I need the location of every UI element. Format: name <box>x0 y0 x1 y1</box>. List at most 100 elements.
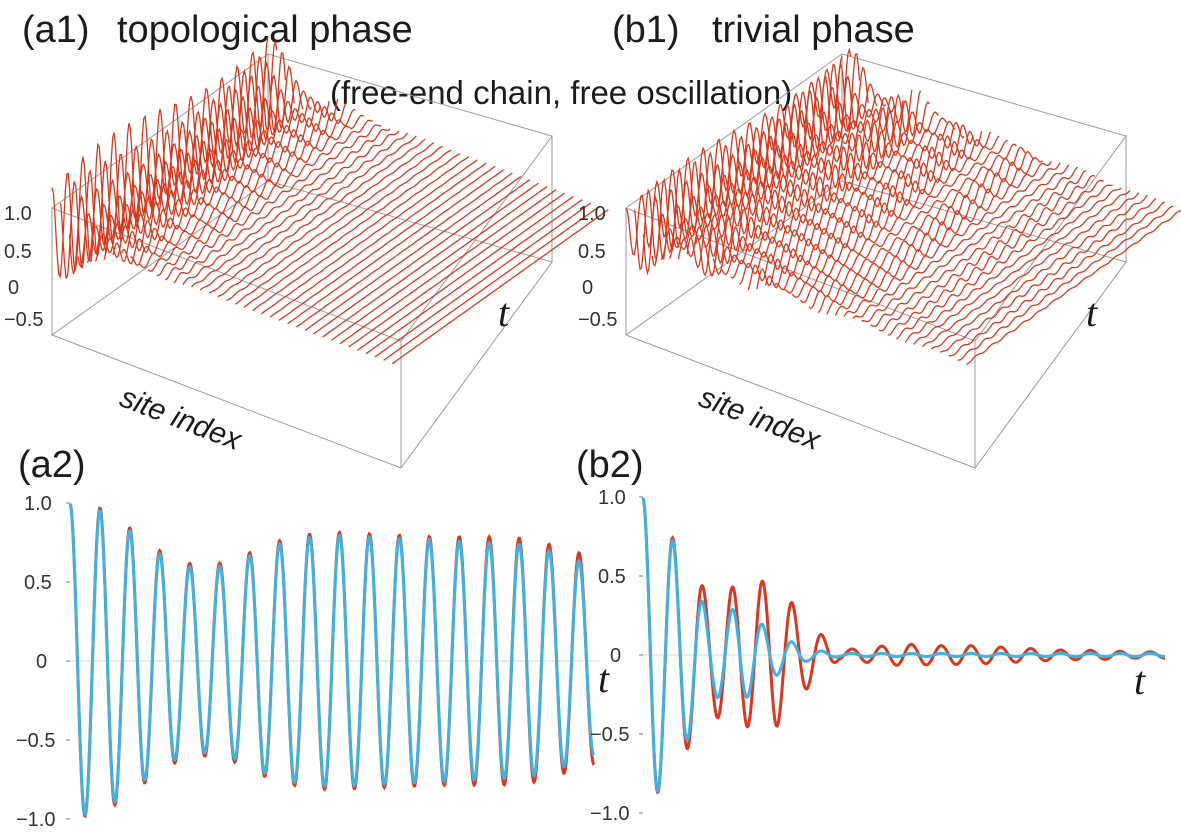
b1-traces-trace-28 <box>870 170 1087 327</box>
a1-traces-trace-21 <box>234 149 452 305</box>
a1-traces-trace-35 <box>357 195 574 351</box>
a2-t-label: t <box>598 656 610 701</box>
a1-traces-trace-7 <box>112 101 330 263</box>
b1-tick-0.5: 0.5 <box>578 241 606 263</box>
b1-traces-trace-17 <box>773 131 991 291</box>
a1-traces-trace-19 <box>217 142 435 298</box>
b1-traces-trace-6 <box>677 97 896 260</box>
a1-traces-trace-3 <box>77 65 295 268</box>
a1-traces-trace-0 <box>51 36 269 279</box>
a2-ytick-neg1: −1.0 <box>16 809 55 831</box>
a1-tick-neg0.5: −0.5 <box>4 309 43 331</box>
a1-tick-0: 0 <box>8 277 19 299</box>
a1-site-index-label: site index <box>115 381 246 458</box>
figure-subtitle: (free-end chain, free oscillation) <box>330 74 792 111</box>
b1-traces-trace-13 <box>739 120 956 285</box>
a1-tick-0.5: 0.5 <box>4 241 32 263</box>
b1-traces-trace-24 <box>834 160 1052 316</box>
title-topological: topological phase <box>117 9 413 51</box>
a1-traces-trace-30 <box>313 179 531 335</box>
b2-series-blue <box>641 497 1166 794</box>
b1-traces-trace-30 <box>887 179 1104 336</box>
a1-traces-trace-12 <box>156 119 373 277</box>
panel-label-a1: (a1) <box>22 9 90 51</box>
b2-ytick-neg0.5: −0.5 <box>590 724 629 746</box>
b1-traces-trace-38 <box>957 205 1174 361</box>
a1-traces-trace-36 <box>365 199 583 355</box>
b1-traces-trace-20 <box>800 143 1017 304</box>
a1-traces-trace-38 <box>383 205 600 361</box>
a1-traces-trace-17 <box>199 135 417 291</box>
b2-ytick-0: 0 <box>610 645 621 667</box>
b1-t-label: t <box>1086 290 1098 335</box>
b1-traces-trace-39 <box>966 209 1181 365</box>
panel-b1-3d-plot: 1.0 0.5 0 −0.5 site index t <box>578 47 1181 469</box>
a1-traces-trace-20 <box>226 145 443 301</box>
b1-traces-trace-15 <box>756 124 974 290</box>
a1-traces-trace-29 <box>304 175 522 331</box>
b1-site-index-label: site index <box>694 381 825 458</box>
panel-label-a2: (a2) <box>18 444 86 486</box>
b1-traces-trace-19 <box>791 139 1008 298</box>
b1-traces-trace-33 <box>913 189 1131 345</box>
a1-traces-trace-34 <box>348 192 565 348</box>
a1-traces-trace-26 <box>278 165 496 321</box>
title-trivial: trivial phase <box>712 9 915 51</box>
b1-traces-trace-29 <box>878 174 1096 332</box>
a1-traces-trace-14 <box>173 128 391 284</box>
a1-traces-trace-16 <box>191 132 409 288</box>
b1-traces-trace-12 <box>730 117 948 279</box>
b1-traces <box>625 47 1181 365</box>
b1-traces-trace-23 <box>826 156 1044 315</box>
b1-traces-trace-27 <box>861 166 1079 323</box>
a1-traces <box>51 36 609 365</box>
a2-ytick-neg0.5: −0.5 <box>16 730 55 752</box>
a1-traces-trace-31 <box>322 182 539 338</box>
panel-a2-plot: (a2) 1.0 0.5 0 −0.5 −1.0 t <box>16 444 610 831</box>
b2-ytick-0.5: 0.5 <box>598 566 626 588</box>
panel-b2-plot: (b2) 1.0 0.5 0 −0.5 −1.0 t <box>576 444 1166 825</box>
b1-traces-trace-18 <box>782 135 1000 294</box>
b1-traces-trace-31 <box>896 184 1113 340</box>
b1-traces-trace-34 <box>922 192 1140 348</box>
b2-ytick-1: 1.0 <box>598 487 626 509</box>
b1-traces-trace-4 <box>660 82 878 260</box>
a2-series-blue <box>68 503 595 817</box>
b1-traces-trace-16 <box>764 130 983 289</box>
b1-traces-trace-7 <box>686 95 904 269</box>
b1-traces-trace-35 <box>930 194 1148 350</box>
b1-traces-trace-25 <box>843 162 1061 317</box>
b1-tick-neg0.5: −0.5 <box>578 309 617 331</box>
a1-traces-trace-25 <box>269 162 487 318</box>
panel-label-b2: (b2) <box>576 444 644 486</box>
a1-traces-trace-24 <box>260 159 478 315</box>
a1-traces-trace-18 <box>208 138 426 294</box>
a2-ytick-0.5: 0.5 <box>24 572 52 594</box>
a1-tick-1: 1.0 <box>4 203 32 225</box>
a2-ytick-1: 1.0 <box>24 493 52 515</box>
a1-traces-trace-27 <box>287 169 504 325</box>
a1-traces-trace-39 <box>391 209 609 365</box>
a1-traces-trace-37 <box>374 202 592 358</box>
panel-label-b1: (b1) <box>612 9 680 51</box>
b1-traces-trace-1 <box>634 47 852 271</box>
a1-traces-trace-23 <box>252 156 470 312</box>
b2-ytick-neg1: −1.0 <box>590 803 629 825</box>
b2-series-red <box>641 497 1166 795</box>
a2-ytick-0: 0 <box>36 651 47 673</box>
b1-traces-trace-32 <box>904 187 1122 343</box>
b1-traces-trace-37 <box>948 201 1166 357</box>
a1-traces-trace-13 <box>165 124 382 281</box>
a1-traces-trace-32 <box>330 185 548 341</box>
b1-traces-trace-36 <box>939 197 1157 353</box>
b1-traces-trace-26 <box>852 164 1070 319</box>
b1-tick-0: 0 <box>582 277 593 299</box>
a1-traces-trace-33 <box>339 189 557 345</box>
a1-traces-trace-9 <box>130 102 348 267</box>
a1-traces-trace-22 <box>243 152 461 309</box>
b1-tick-1: 1.0 <box>578 203 606 225</box>
a1-traces-trace-11 <box>147 114 365 272</box>
b1-traces-trace-14 <box>747 121 965 291</box>
a1-traces-trace-6 <box>103 96 322 260</box>
